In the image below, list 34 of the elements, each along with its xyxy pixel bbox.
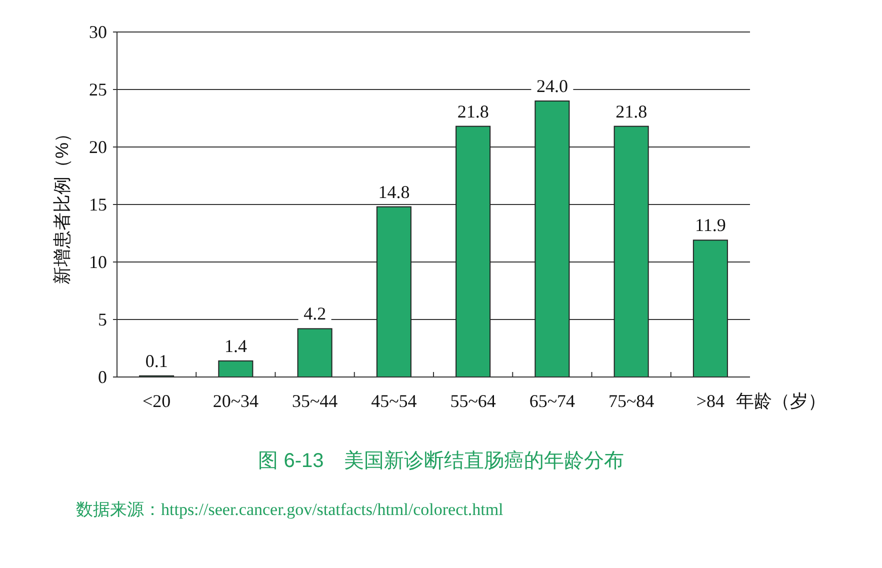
data-label: 0.1 xyxy=(145,350,168,371)
y-axis-title: 新增患者比例（%） xyxy=(52,124,72,285)
bar xyxy=(692,240,728,378)
source-note: 数据来源：https://seer.cancer.gov/statfacts/html/colorect.html xyxy=(76,500,504,519)
data-label: 21.8 xyxy=(616,101,648,122)
y-tick-label: 30 xyxy=(89,22,107,42)
data-label: 21.8 xyxy=(457,101,489,122)
y-tick-label: 15 xyxy=(89,194,107,214)
bar xyxy=(534,100,570,378)
y-tick-label: 20 xyxy=(89,137,107,157)
data-label: 4.2 xyxy=(304,304,326,324)
y-tick-label: 0 xyxy=(98,367,107,387)
x-axis-title: 年龄（岁） xyxy=(736,391,826,411)
y-tick-label: 5 xyxy=(98,310,107,330)
x-tick-label: 45~54 xyxy=(371,391,417,411)
x-tick-label: 55~64 xyxy=(450,391,496,411)
x-tick-label: >84 xyxy=(696,391,725,411)
data-label: 1.4 xyxy=(224,336,247,356)
data-label: 24.0 xyxy=(536,76,568,96)
bar xyxy=(376,206,412,378)
x-tick-label: 65~74 xyxy=(529,391,576,411)
data-label: 14.8 xyxy=(378,182,410,202)
y-tick-label: 25 xyxy=(89,80,107,100)
x-tick-label: 75~84 xyxy=(608,391,654,411)
bar xyxy=(218,360,254,378)
bar xyxy=(614,126,649,378)
text: 图 6-13 美国新诊断结直肠癌的年龄分布 xyxy=(258,449,624,472)
x-tick-label: <20 xyxy=(142,391,171,411)
x-tick-label: 20~34 xyxy=(212,391,259,411)
y-tick-label: 10 xyxy=(89,252,107,272)
bar xyxy=(297,328,332,378)
data-label: 11.9 xyxy=(695,215,726,236)
x-tick-label: 35~44 xyxy=(292,391,338,411)
bar xyxy=(456,126,491,378)
